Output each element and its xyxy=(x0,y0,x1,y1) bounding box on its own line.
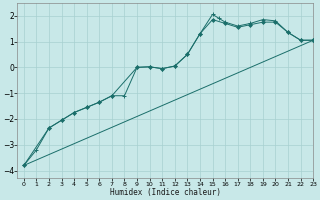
X-axis label: Humidex (Indice chaleur): Humidex (Indice chaleur) xyxy=(110,188,221,197)
